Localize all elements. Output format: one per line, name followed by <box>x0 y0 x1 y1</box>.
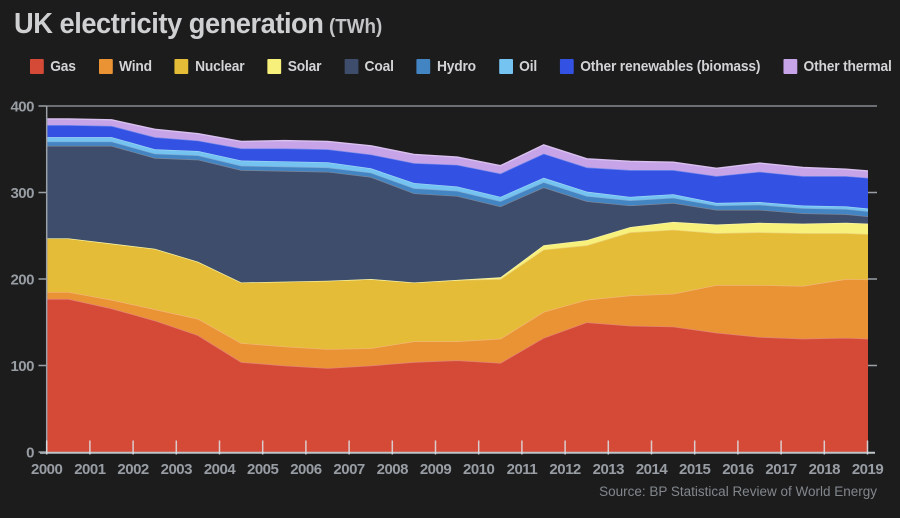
x-tick-label-2016: 2016 <box>722 461 754 478</box>
legend-swatch-coal <box>344 59 359 74</box>
x-tick-label-2012: 2012 <box>549 461 581 478</box>
x-tick-label-2014: 2014 <box>636 461 669 478</box>
x-tick-label-2006: 2006 <box>290 461 322 478</box>
legend-label-nuclear: Nuclear <box>195 58 245 75</box>
x-tick-label-2007: 2007 <box>333 461 365 478</box>
legend-item-other-renewables: Other renewables (biomass) <box>560 58 760 75</box>
legend-label-coal: Coal <box>364 58 394 75</box>
chart-title-unit: (TWh) <box>329 16 383 38</box>
legend-item-oil: Oil <box>498 58 538 75</box>
legend-label-wind: Wind <box>119 58 152 75</box>
legend-swatch-hydro <box>416 59 431 74</box>
legend-label-other-thermal: Other thermal <box>803 58 892 75</box>
x-tick-label-2015: 2015 <box>679 461 711 478</box>
area-solar <box>46 221 868 283</box>
x-tick-label-2001: 2001 <box>74 461 106 478</box>
legend-swatch-other-renewables <box>560 59 574 74</box>
chart-title: UK electricity generation (TWh) <box>14 8 382 41</box>
area-hydro <box>46 141 868 217</box>
x-tick-label-2010: 2010 <box>463 461 495 478</box>
legend-label-solar: Solar <box>287 58 322 75</box>
legend-swatch-other-thermal <box>783 59 798 74</box>
chart-legend: Gas Wind Nuclear Solar Coal Hydro Oil Other ren… <box>30 58 892 75</box>
legend-item-coal: Coal <box>344 58 394 75</box>
x-tick-label-2003: 2003 <box>161 461 193 478</box>
area-nuclear <box>46 229 868 350</box>
area-coal <box>46 145 868 283</box>
area-oil <box>46 137 868 212</box>
legend-item-gas: Gas <box>30 58 76 75</box>
legend-swatch-nuclear <box>174 59 189 74</box>
area-top-edge-other-thermal <box>46 118 868 172</box>
x-tick-label-2008: 2008 <box>377 461 409 478</box>
legend-label-oil: Oil <box>519 58 538 75</box>
area-other-renewables <box>46 125 868 209</box>
x-tick-label-2017: 2017 <box>765 461 797 478</box>
legend-swatch-oil <box>498 59 513 74</box>
legend-item-hydro: Hydro <box>416 58 476 75</box>
legend-label-gas: Gas <box>50 58 76 75</box>
legend-label-hydro: Hydro <box>436 58 476 75</box>
legend-swatch-solar <box>267 59 282 74</box>
area-other-thermal <box>46 118 868 178</box>
legend-label-other-renewables: Other renewables (biomass) <box>580 58 761 75</box>
y-tick-label-400: 400 <box>10 99 34 116</box>
legend-item-other-thermal: Other thermal <box>783 58 892 75</box>
y-tick-label-0: 0 <box>26 445 34 462</box>
x-tick-label-2011: 2011 <box>507 461 538 478</box>
x-tick-label-2002: 2002 <box>117 461 149 478</box>
x-tick-label-2013: 2013 <box>593 461 625 478</box>
legend-item-nuclear: Nuclear <box>174 58 245 75</box>
chart-title-text: UK electricity generation <box>14 8 324 40</box>
legend-swatch-wind <box>98 59 113 74</box>
source-attribution: Source: BP Statistical Review of World E… <box>599 484 877 499</box>
x-tick-label-2005: 2005 <box>247 461 279 478</box>
x-tick-label-2000: 2000 <box>31 461 63 478</box>
legend-item-solar: Solar <box>267 58 321 75</box>
x-tick-label-2009: 2009 <box>420 461 452 478</box>
x-tick-label-2018: 2018 <box>809 461 841 478</box>
y-tick-label-200: 200 <box>10 272 34 289</box>
x-tick-label-2019: 2019 <box>852 461 884 478</box>
area-wind <box>46 279 868 369</box>
x-tick-label-2004: 2004 <box>204 461 237 478</box>
area-gas <box>46 298 868 452</box>
legend-item-wind: Wind <box>98 58 152 75</box>
legend-swatch-gas <box>30 59 44 74</box>
y-tick-label-300: 300 <box>10 185 34 202</box>
y-tick-label-100: 100 <box>10 358 34 375</box>
